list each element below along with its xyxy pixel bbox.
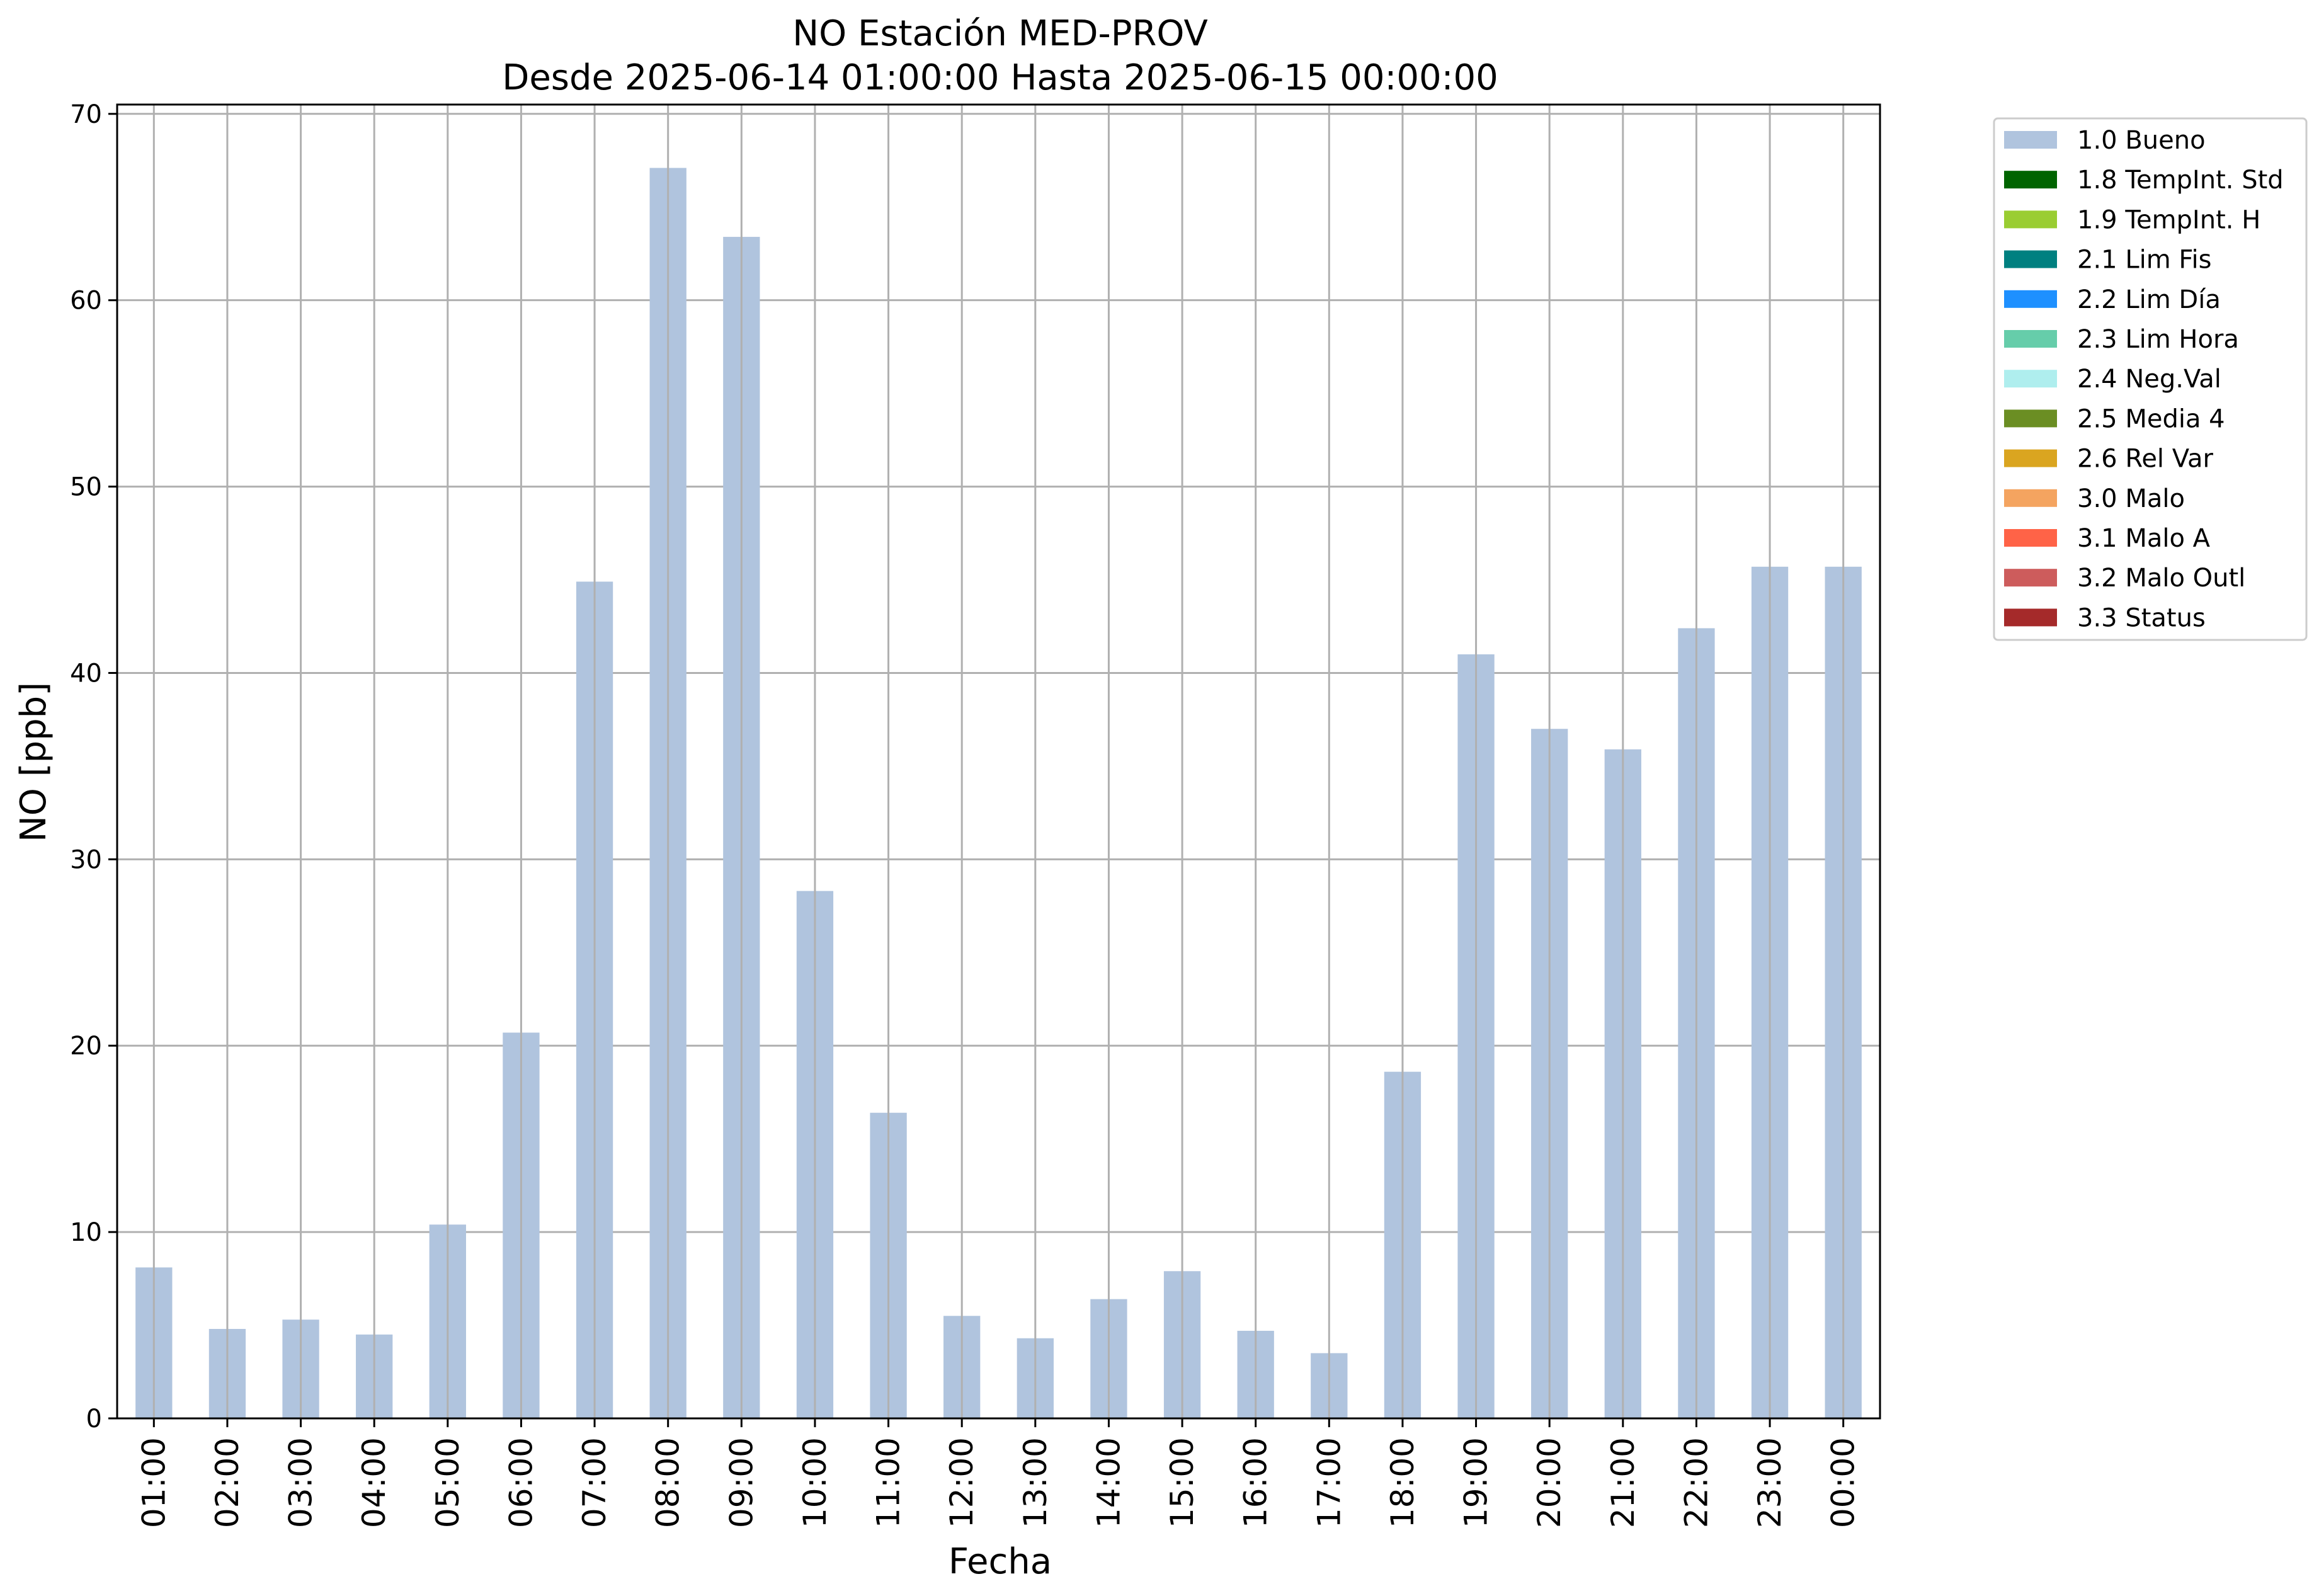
- legend-box: [1993, 117, 2308, 641]
- legend-label: 2.2 Lim Día: [2077, 285, 2221, 314]
- legend-swatch: [2004, 250, 2057, 268]
- legend-label: 2.3 Lim Hora: [2077, 325, 2239, 354]
- x-tick-label: 03:00: [283, 1437, 319, 1528]
- legend-swatch: [2004, 330, 2057, 348]
- legend-label: 2.1 Lim Fis: [2077, 246, 2211, 275]
- legend-swatch: [2004, 290, 2057, 308]
- x-tick-label: 19:00: [1458, 1437, 1495, 1528]
- legend: 1.0 Bueno 1.8 TempInt. Std 1.9 TempInt. H 2…: [1993, 117, 2308, 641]
- x-axis-label: Fecha: [949, 1541, 1052, 1582]
- x-tick-label: 15:00: [1164, 1437, 1200, 1528]
- legend-swatch: [2004, 370, 2057, 388]
- y-tick-label: 50: [70, 473, 102, 502]
- x-tick-label: 12:00: [943, 1437, 980, 1528]
- legend-label: 3.1 Malo A: [2077, 524, 2211, 553]
- x-tick-label: 07:00: [576, 1437, 613, 1528]
- legend-items: 1.0 Bueno 1.8 TempInt. Std 1.9 TempInt. H 2…: [2004, 126, 2284, 632]
- x-tick-label: 01:00: [135, 1437, 172, 1528]
- legend-swatch: [2004, 489, 2057, 507]
- legend-swatch: [2004, 608, 2057, 627]
- y-tick-label: 70: [70, 100, 102, 129]
- x-tick-label: 00:00: [1825, 1437, 1862, 1528]
- legend-label: 1.8 TempInt. Std: [2077, 166, 2284, 195]
- legend-label: 2.4 Neg.Val: [2077, 365, 2221, 394]
- x-tick-label: 08:00: [650, 1437, 687, 1528]
- x-axis-ticks: 01:00 02:00 03:00 04:00 05:00 06:00 07:00 08:00…: [135, 1418, 1862, 1528]
- y-tick-label: 30: [70, 845, 102, 874]
- chart-title: NO Estación MED-PROV: [792, 13, 1208, 54]
- legend-label: 2.6 Rel Var: [2077, 445, 2214, 474]
- legend-label: 3.2 Malo Outl: [2077, 564, 2245, 593]
- x-tick-label: 10:00: [797, 1437, 833, 1528]
- chart-subtitle: Desde 2025-06-14 01:00:00 Hasta 2025-06-…: [502, 57, 1498, 98]
- y-tick-label: 60: [70, 287, 102, 316]
- x-tick-label: 14:00: [1090, 1437, 1127, 1528]
- legend-label: 3.3 Status: [2077, 603, 2206, 632]
- x-tick-label: 16:00: [1238, 1437, 1274, 1528]
- x-tick-label: 09:00: [723, 1437, 760, 1528]
- legend-label: 2.5 Media 4: [2077, 404, 2225, 433]
- x-tick-label: 02:00: [209, 1437, 246, 1528]
- legend-swatch: [2004, 171, 2057, 189]
- legend-swatch: [2004, 569, 2057, 587]
- legend-swatch: [2004, 210, 2057, 229]
- horizontal-gridlines: [117, 113, 1880, 1420]
- y-axis-label: NO [ppb]: [13, 682, 54, 842]
- legend-label: 3.0 Malo: [2077, 484, 2185, 513]
- x-tick-label: 06:00: [503, 1437, 539, 1528]
- x-tick-label: 20:00: [1531, 1437, 1568, 1528]
- x-tick-label: 13:00: [1017, 1437, 1054, 1528]
- legend-swatch: [2004, 529, 2057, 547]
- x-tick-label: 23:00: [1752, 1437, 1788, 1528]
- legend-swatch: [2004, 449, 2057, 467]
- x-tick-label: 11:00: [870, 1437, 907, 1528]
- x-tick-label: 05:00: [430, 1437, 466, 1528]
- x-tick-label: 21:00: [1605, 1437, 1641, 1528]
- x-tick-label: 04:00: [356, 1437, 392, 1528]
- y-tick-label: 0: [86, 1405, 102, 1434]
- gridlines-over-bars: [152, 105, 1845, 1418]
- x-tick-label: 22:00: [1678, 1437, 1714, 1528]
- y-tick-label: 40: [70, 659, 102, 688]
- legend-label: 1.0 Bueno: [2077, 126, 2206, 155]
- legend-swatch: [2004, 131, 2057, 149]
- x-tick-label: 18:00: [1384, 1437, 1421, 1528]
- plot-frame: [116, 103, 1881, 1420]
- y-axis-ticks: 0 10 20 30 40 50 60 70: [70, 100, 117, 1434]
- y-tick-label: 10: [70, 1218, 102, 1247]
- legend-swatch: [2004, 409, 2057, 428]
- x-tick-label: 17:00: [1311, 1437, 1347, 1528]
- legend-label: 1.9 TempInt. H: [2077, 205, 2260, 234]
- y-tick-label: 20: [70, 1032, 102, 1061]
